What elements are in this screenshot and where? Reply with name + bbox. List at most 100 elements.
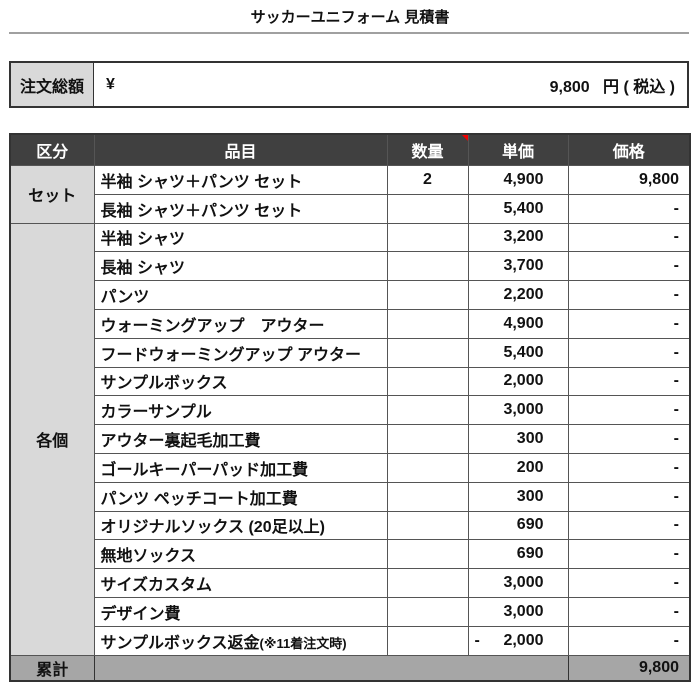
header-item: 品目 bbox=[93, 133, 388, 166]
title-divider bbox=[9, 32, 689, 34]
table-row: アウター裏起毛加工費 300- bbox=[10, 424, 691, 454]
item-name: ゴールキーパーパッド加工費 bbox=[93, 452, 388, 483]
order-total-label: 注文総額 bbox=[11, 63, 94, 106]
qty-input[interactable] bbox=[386, 251, 469, 282]
item-name: アウター裏起毛加工費 bbox=[93, 424, 388, 454]
item-name: サイズカスタム bbox=[93, 568, 388, 598]
currency-symbol: ¥ bbox=[106, 75, 115, 93]
unit-price: 2,000 bbox=[467, 366, 569, 397]
header-row: 区分 品目 数量 単価 価格 bbox=[9, 133, 691, 166]
item-name: パンツ ペッチコート加工費 bbox=[93, 481, 388, 512]
qty-input[interactable] bbox=[386, 308, 469, 339]
item-name: オリジナルソックス (20足以上) bbox=[93, 510, 388, 541]
item-name: ウォーミングアップ アウター bbox=[93, 308, 388, 339]
unit-price: 3,000 bbox=[467, 568, 569, 598]
table-row: ウォーミングアップ アウター 4,900- bbox=[10, 308, 691, 339]
order-total-value[interactable]: ¥ 9,800 円 ( 税込 ) bbox=[94, 63, 687, 106]
order-total-box: 注文総額 ¥ 9,800 円 ( 税込 ) bbox=[9, 61, 689, 108]
unit-price: 4,900 bbox=[467, 308, 569, 339]
estimate-table: 区分 品目 数量 単価 価格 セット 半袖 シャツ＋パンツ セット 2 4,900 9,… bbox=[9, 133, 691, 682]
line-price: - bbox=[567, 481, 691, 512]
qty-input[interactable] bbox=[386, 539, 469, 570]
qty-input[interactable] bbox=[386, 424, 469, 454]
line-price: - bbox=[567, 337, 691, 368]
order-total-amount: 9,800 bbox=[549, 78, 590, 96]
qty-input[interactable] bbox=[386, 366, 469, 397]
item-name: カラーサンプル bbox=[93, 395, 388, 426]
total-label: 累計 bbox=[9, 654, 95, 682]
tax-suffix: 円 ( 税込 ) bbox=[603, 78, 675, 96]
unit-price: 3,700 bbox=[467, 251, 569, 282]
qty-input[interactable] bbox=[386, 452, 469, 483]
item-name: フードウォーミングアップ アウター bbox=[93, 337, 388, 368]
qty-input[interactable] bbox=[386, 625, 469, 656]
line-price: - bbox=[567, 625, 691, 656]
line-price: - bbox=[567, 308, 691, 339]
header-qty: 数量 bbox=[386, 133, 469, 166]
table-row: セット 半袖 シャツ＋パンツ セット 2 4,900 9,800 bbox=[9, 165, 691, 224]
total-row: 累計 9,800 bbox=[9, 654, 691, 682]
table-row: サイズカスタム 3,000- bbox=[10, 568, 691, 598]
unit-price: 690 bbox=[467, 539, 569, 570]
qty-input[interactable] bbox=[386, 568, 469, 598]
table-row: サンプルボックス返金(※11着注文時) -2,000- bbox=[10, 625, 691, 656]
qty-input[interactable] bbox=[386, 510, 469, 541]
line-price: - bbox=[567, 452, 691, 483]
unit-price: -2,000 bbox=[467, 625, 569, 656]
item-name: 長袖 シャツ bbox=[93, 251, 388, 282]
item-name: 無地ソックス bbox=[93, 539, 388, 570]
line-price: - bbox=[567, 424, 691, 454]
table-row: デザイン費 3,000- bbox=[10, 596, 691, 627]
qty-input[interactable] bbox=[386, 193, 469, 224]
category-set: セット bbox=[9, 165, 95, 224]
category-each: 各個 bbox=[9, 222, 95, 656]
unit-price: 3,000 bbox=[467, 395, 569, 426]
unit-price: 5,400 bbox=[467, 337, 569, 368]
line-price: - bbox=[567, 222, 691, 253]
item-name: パンツ bbox=[93, 280, 388, 310]
line-price: - bbox=[567, 395, 691, 426]
item-name: 長袖 シャツ＋パンツ セット bbox=[93, 193, 388, 224]
total-spacer bbox=[93, 654, 569, 682]
table-row: カラーサンプル 3,000- bbox=[10, 395, 691, 426]
qty-input[interactable] bbox=[386, 280, 469, 310]
line-price: - bbox=[567, 366, 691, 397]
table-row: パンツ ペッチコート加工費 300- bbox=[10, 481, 691, 512]
total-value: 9,800 bbox=[567, 654, 691, 682]
unit-price: 690 bbox=[467, 510, 569, 541]
qty-input[interactable]: 2 bbox=[386, 165, 469, 195]
unit-price: 4,900 bbox=[467, 165, 569, 195]
comment-marker-icon[interactable] bbox=[461, 135, 467, 141]
item-name: 半袖 シャツ＋パンツ セット bbox=[93, 165, 388, 195]
unit-price: 3,200 bbox=[467, 222, 569, 253]
unit-price: 300 bbox=[467, 424, 569, 454]
item-name: デザイン費 bbox=[93, 596, 388, 627]
line-price: 9,800 bbox=[567, 165, 691, 195]
item-name: サンプルボックス返金(※11着注文時) bbox=[93, 625, 388, 656]
unit-price: 300 bbox=[467, 481, 569, 512]
table-row: 各個 半袖 シャツ 3,200- bbox=[9, 222, 691, 656]
qty-input[interactable] bbox=[386, 395, 469, 426]
table-row: フードウォーミングアップ アウター 5,400- bbox=[10, 337, 691, 368]
table-row: ゴールキーパーパッド加工費 200- bbox=[10, 452, 691, 483]
qty-input[interactable] bbox=[386, 222, 469, 253]
unit-price: 2,200 bbox=[467, 280, 569, 310]
header-price: 価格 bbox=[567, 133, 691, 166]
table-row: 長袖 シャツ 3,700- bbox=[10, 251, 691, 282]
unit-price: 5,400 bbox=[467, 193, 569, 224]
unit-price: 200 bbox=[467, 452, 569, 483]
qty-input[interactable] bbox=[386, 596, 469, 627]
table-row: オリジナルソックス (20足以上) 690- bbox=[10, 510, 691, 541]
qty-input[interactable] bbox=[386, 481, 469, 512]
line-price: - bbox=[567, 568, 691, 598]
line-price: - bbox=[567, 539, 691, 570]
qty-input[interactable] bbox=[386, 337, 469, 368]
item-name: サンプルボックス bbox=[93, 366, 388, 397]
line-price: - bbox=[567, 510, 691, 541]
table-row: パンツ 2,200- bbox=[10, 280, 691, 310]
line-price: - bbox=[567, 251, 691, 282]
line-price: - bbox=[567, 193, 691, 224]
header-category: 区分 bbox=[9, 133, 95, 166]
unit-price: 3,000 bbox=[467, 596, 569, 627]
line-price: - bbox=[567, 280, 691, 310]
